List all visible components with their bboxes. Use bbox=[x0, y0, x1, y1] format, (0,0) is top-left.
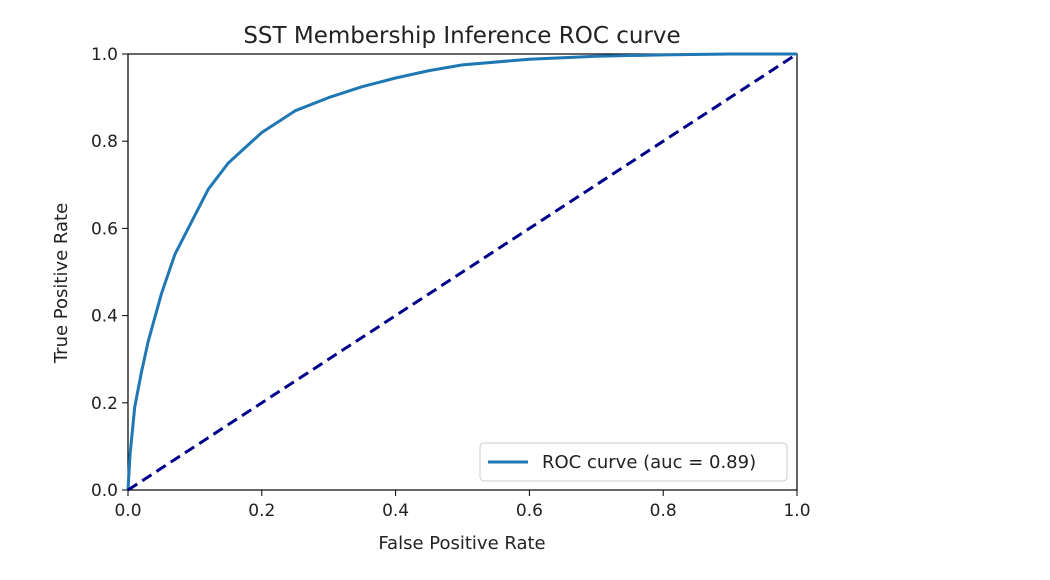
y-tick-label: 0.6 bbox=[91, 219, 118, 239]
x-tick-label: 0.6 bbox=[516, 501, 543, 521]
y-tick-label: 1.0 bbox=[91, 45, 118, 65]
x-tick-label: 0.4 bbox=[382, 501, 409, 521]
x-tick-label: 0.8 bbox=[650, 501, 677, 521]
y-tick-label: 0.4 bbox=[91, 307, 118, 327]
chart-title: SST Membership Inference ROC curve bbox=[243, 23, 680, 49]
legend-box bbox=[479, 442, 788, 482]
x-tick-label: 1.0 bbox=[783, 501, 810, 521]
plot-area bbox=[126, 52, 798, 492]
x-tick-label: 0.2 bbox=[248, 501, 275, 521]
y-axis-label: True Positive Rate bbox=[51, 203, 72, 364]
y-tick-label: 0.2 bbox=[91, 394, 118, 414]
x-axis: 0.0 0.2 0.4 0.6 0.8 1.0 bbox=[114, 490, 811, 521]
diagonal-reference-line bbox=[127, 52, 798, 492]
y-axis: 0.0 0.2 0.4 0.6 0.8 1.0 bbox=[91, 45, 128, 501]
x-axis-label: False Positive Rate bbox=[378, 533, 545, 554]
y-tick-label: 0.0 bbox=[91, 481, 118, 501]
legend: ROC curve (auc = 0.89) bbox=[479, 442, 788, 482]
roc-curve-line bbox=[126, 52, 797, 491]
x-tick-label: 0.0 bbox=[114, 501, 141, 521]
y-tick-label: 0.8 bbox=[91, 132, 118, 152]
legend-label: ROC curve (auc = 0.89) bbox=[542, 452, 756, 473]
